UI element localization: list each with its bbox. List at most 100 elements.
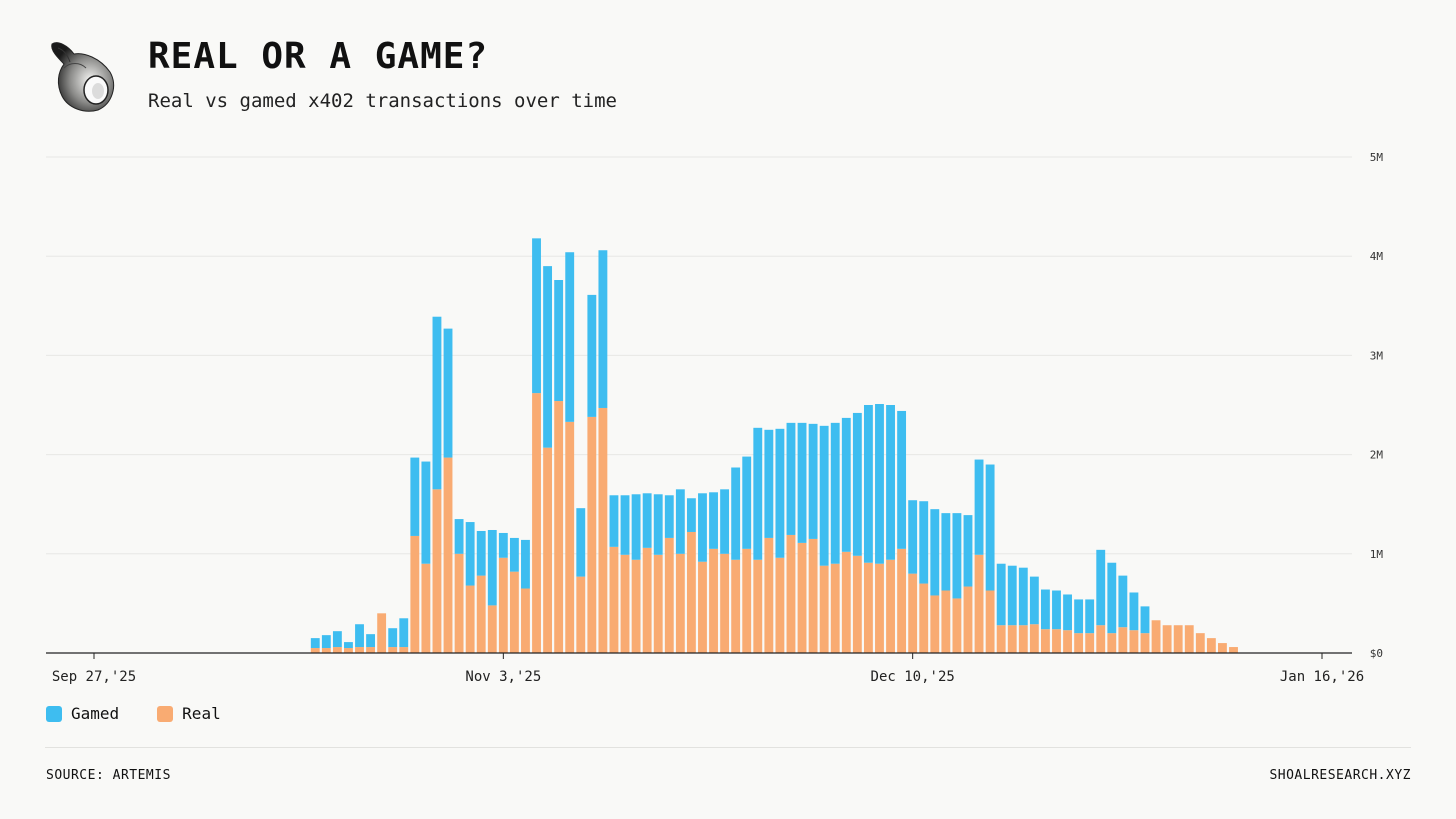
bar-gamed[interactable]: [675, 489, 685, 554]
bar-gamed[interactable]: [344, 642, 353, 649]
bar-gamed[interactable]: [498, 532, 508, 558]
bar-gamed[interactable]: [565, 252, 575, 422]
bar-real[interactable]: [355, 647, 364, 653]
bar-real[interactable]: [1029, 624, 1039, 653]
bar-real[interactable]: [565, 421, 575, 653]
bar-gamed[interactable]: [554, 280, 564, 402]
bar-gamed[interactable]: [653, 494, 663, 555]
bar-gamed[interactable]: [620, 495, 630, 555]
bar-real[interactable]: [1040, 629, 1050, 653]
bar-real[interactable]: [764, 537, 774, 653]
bar-gamed[interactable]: [1085, 599, 1095, 634]
bar-real[interactable]: [454, 553, 464, 653]
bar-gamed[interactable]: [388, 628, 398, 648]
bar-gamed[interactable]: [1029, 576, 1039, 625]
bar-gamed[interactable]: [432, 316, 442, 490]
bar-real[interactable]: [1063, 630, 1072, 653]
bar-gamed[interactable]: [930, 509, 940, 596]
bar-gamed[interactable]: [609, 495, 619, 547]
bar-real[interactable]: [830, 563, 840, 653]
bar-real[interactable]: [332, 647, 342, 653]
bar-gamed[interactable]: [366, 634, 376, 648]
bar-gamed[interactable]: [775, 428, 785, 558]
site-link[interactable]: SHOALRESEARCH.XYZ: [1269, 768, 1411, 783]
bar-gamed[interactable]: [919, 501, 929, 584]
bar-real[interactable]: [1151, 620, 1161, 653]
bar-real[interactable]: [852, 555, 862, 653]
bar-real[interactable]: [709, 548, 718, 653]
bar-real[interactable]: [1018, 625, 1028, 653]
bar-real[interactable]: [532, 393, 541, 653]
bar-real[interactable]: [399, 647, 409, 653]
bar-real[interactable]: [742, 548, 752, 653]
bar-real[interactable]: [1052, 629, 1061, 653]
bar-real[interactable]: [775, 557, 785, 653]
bar-real[interactable]: [443, 457, 453, 653]
bar-gamed[interactable]: [1052, 590, 1061, 630]
bar-real[interactable]: [521, 588, 530, 653]
bar-real[interactable]: [1074, 633, 1084, 653]
bar-gamed[interactable]: [709, 492, 718, 549]
bar-gamed[interactable]: [532, 238, 541, 394]
bar-real[interactable]: [1096, 625, 1106, 653]
bar-gamed[interactable]: [863, 405, 873, 563]
bar-real[interactable]: [908, 573, 918, 653]
bar-real[interactable]: [598, 407, 608, 653]
bar-real[interactable]: [487, 605, 497, 653]
bar-real[interactable]: [952, 598, 962, 653]
bar-real[interactable]: [985, 590, 995, 653]
bar-gamed[interactable]: [1007, 565, 1017, 626]
bar-real[interactable]: [576, 576, 586, 653]
legend-item-gamed[interactable]: Gamed: [46, 704, 119, 723]
bar-real[interactable]: [465, 585, 475, 653]
bar-gamed[interactable]: [764, 429, 774, 538]
bar-gamed[interactable]: [841, 417, 851, 552]
bar-real[interactable]: [941, 590, 951, 653]
bar-gamed[interactable]: [742, 456, 752, 549]
bar-real[interactable]: [321, 648, 331, 653]
bar-gamed[interactable]: [952, 513, 962, 599]
bar-gamed[interactable]: [941, 513, 951, 591]
bar-real[interactable]: [841, 551, 851, 653]
bar-real[interactable]: [786, 534, 796, 653]
bar-real[interactable]: [1118, 627, 1128, 653]
bar-gamed[interactable]: [1118, 575, 1128, 628]
bar-real[interactable]: [963, 586, 973, 653]
bar-gamed[interactable]: [897, 410, 907, 549]
bar-gamed[interactable]: [664, 495, 674, 538]
bar-gamed[interactable]: [720, 489, 730, 554]
bar-real[interactable]: [797, 542, 807, 653]
bar-real[interactable]: [388, 647, 398, 653]
bar-real[interactable]: [377, 613, 387, 653]
bar-gamed[interactable]: [996, 563, 1006, 626]
bar-real[interactable]: [366, 647, 376, 653]
bar-real[interactable]: [310, 648, 320, 653]
bar-gamed[interactable]: [321, 635, 331, 649]
bar-gamed[interactable]: [587, 294, 597, 417]
bar-real[interactable]: [753, 559, 763, 653]
bar-gamed[interactable]: [1140, 606, 1150, 634]
bar-real[interactable]: [897, 548, 907, 653]
bar-real[interactable]: [631, 559, 641, 653]
bar-real[interactable]: [653, 554, 663, 653]
bar-real[interactable]: [509, 571, 519, 653]
bar-real[interactable]: [554, 401, 564, 653]
bar-real[interactable]: [819, 565, 829, 653]
bar-gamed[interactable]: [698, 493, 707, 562]
bar-real[interactable]: [919, 583, 929, 653]
bar-real[interactable]: [1140, 633, 1150, 653]
bar-real[interactable]: [996, 625, 1006, 653]
bar-gamed[interactable]: [1074, 599, 1084, 634]
legend-item-real[interactable]: Real: [157, 704, 221, 723]
bar-real[interactable]: [642, 547, 652, 653]
bar-gamed[interactable]: [399, 618, 409, 648]
bar-gamed[interactable]: [1129, 592, 1139, 631]
bar-gamed[interactable]: [355, 624, 364, 648]
bar-gamed[interactable]: [1063, 594, 1072, 631]
bar-real[interactable]: [808, 538, 818, 653]
bar-gamed[interactable]: [974, 459, 984, 555]
bar-gamed[interactable]: [786, 422, 796, 535]
bar-real[interactable]: [675, 553, 685, 653]
bar-real[interactable]: [344, 648, 353, 653]
bar-gamed[interactable]: [985, 464, 995, 591]
